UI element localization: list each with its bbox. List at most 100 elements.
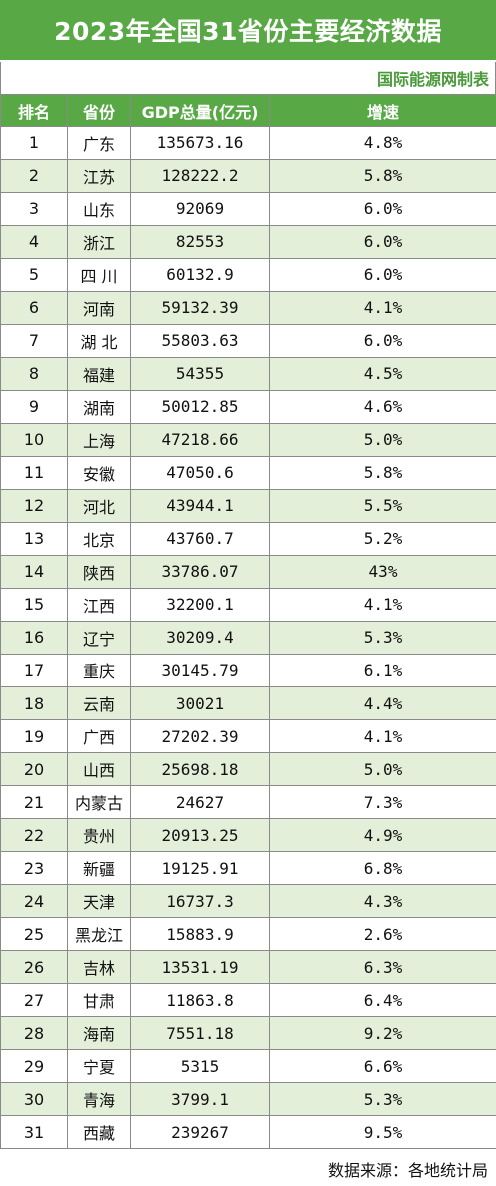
cell-rank: 24 (0, 884, 68, 919)
cell-gdp: 43760.7 (130, 521, 270, 556)
cell-growth: 4.1% (269, 290, 496, 325)
table-header: 排名 省份 GDP总量(亿元) 增速 (0, 94, 496, 127)
cell-province: 重庆 (67, 653, 131, 688)
table-credit-label: 国际能源网制表 (376, 70, 489, 89)
data-source-note: 数据来源：各地统计局 (0, 1149, 496, 1186)
table-row: 6 河南 59132.39 4.1% (0, 290, 496, 325)
cell-growth: 6.8% (269, 851, 496, 886)
cell-province: 江苏 (67, 158, 131, 193)
cell-growth: 5.0% (269, 752, 496, 787)
cell-gdp: 32200.1 (130, 587, 270, 622)
cell-province: 西藏 (67, 1115, 131, 1150)
cell-province: 广东 (67, 126, 131, 160)
cell-gdp: 27202.39 (130, 719, 270, 754)
cell-rank: 7 (0, 323, 68, 358)
cell-rank: 1 (0, 126, 68, 160)
cell-rank: 3 (0, 191, 68, 226)
cell-gdp: 55803.63 (130, 323, 270, 358)
cell-rank: 8 (0, 356, 68, 391)
cell-growth: 6.4% (269, 983, 496, 1018)
cell-province: 云南 (67, 686, 131, 721)
table-row: 30 青海 3799.1 5.3% (0, 1082, 496, 1117)
table-body: 1 广东 135673.16 4.8% 2 江苏 128222.2 5.8% 3 山东 92069 6… (0, 126, 496, 1150)
table-row: 16 辽宁 30209.4 5.3% (0, 620, 496, 655)
table-row: 15 江西 32200.1 4.1% (0, 587, 496, 622)
cell-growth: 4.8% (269, 126, 496, 160)
cell-gdp: 16737.3 (130, 884, 270, 919)
gdp-table: 排名 省份 GDP总量(亿元) 增速 1 广东 135673.16 4.8% 2 江苏 12… (0, 94, 496, 1150)
cell-province: 山西 (67, 752, 131, 787)
table-row: 10 上海 47218.66 5.0% (0, 422, 496, 457)
cell-gdp: 60132.9 (130, 257, 270, 292)
cell-province: 陕西 (67, 554, 131, 589)
cell-rank: 19 (0, 719, 68, 754)
cell-growth: 6.1% (269, 653, 496, 688)
cell-growth: 5.8% (269, 158, 496, 193)
cell-gdp: 135673.16 (130, 126, 270, 160)
cell-province: 安徽 (67, 455, 131, 490)
cell-gdp: 30145.79 (130, 653, 270, 688)
cell-gdp: 19125.91 (130, 851, 270, 886)
cell-growth: 6.0% (269, 191, 496, 226)
cell-gdp: 239267 (130, 1115, 270, 1150)
cell-gdp: 13531.19 (130, 950, 270, 985)
table-row: 26 吉林 13531.19 6.3% (0, 950, 496, 985)
cell-growth: 4.9% (269, 818, 496, 853)
cell-growth: 6.3% (269, 950, 496, 985)
cell-growth: 9.5% (269, 1115, 496, 1150)
cell-gdp: 54355 (130, 356, 270, 391)
cell-gdp: 47050.6 (130, 455, 270, 490)
table-row: 29 宁夏 5315 6.6% (0, 1049, 496, 1084)
table-row: 1 广东 135673.16 4.8% (0, 126, 496, 160)
cell-province: 新疆 (67, 851, 131, 886)
table-row: 24 天津 16737.3 4.3% (0, 884, 496, 919)
table-row: 22 贵州 20913.25 4.9% (0, 818, 496, 853)
cell-province: 内蒙古 (67, 785, 131, 820)
cell-province: 河北 (67, 488, 131, 523)
table-credit: 国际能源网制表 (0, 62, 496, 94)
cell-rank: 2 (0, 158, 68, 193)
cell-gdp: 30021 (130, 686, 270, 721)
cell-province: 宁夏 (67, 1049, 131, 1084)
cell-gdp: 7551.18 (130, 1016, 270, 1051)
cell-growth: 5.8% (269, 455, 496, 490)
cell-gdp: 47218.66 (130, 422, 270, 457)
header-row: 排名 省份 GDP总量(亿元) 增速 (0, 94, 496, 127)
cell-province: 北京 (67, 521, 131, 556)
header-gdp: GDP总量(亿元) (130, 94, 270, 127)
cell-growth: 6.6% (269, 1049, 496, 1084)
cell-gdp: 33786.07 (130, 554, 270, 589)
cell-gdp: 59132.39 (130, 290, 270, 325)
cell-gdp: 25698.18 (130, 752, 270, 787)
cell-rank: 25 (0, 917, 68, 952)
cell-province: 湖南 (67, 389, 131, 424)
cell-growth: 5.0% (269, 422, 496, 457)
cell-rank: 17 (0, 653, 68, 688)
table-row: 27 甘肃 11863.8 6.4% (0, 983, 496, 1018)
cell-growth: 4.3% (269, 884, 496, 919)
table-row: 31 西藏 239267 9.5% (0, 1115, 496, 1150)
cell-growth: 5.5% (269, 488, 496, 523)
table-row: 12 河北 43944.1 5.5% (0, 488, 496, 523)
cell-province: 江西 (67, 587, 131, 622)
cell-rank: 18 (0, 686, 68, 721)
cell-growth: 4.1% (269, 719, 496, 754)
cell-rank: 22 (0, 818, 68, 853)
data-source-label: 数据来源：各地统计局 (327, 1161, 488, 1181)
header-growth: 增速 (269, 94, 496, 127)
cell-rank: 12 (0, 488, 68, 523)
cell-gdp: 5315 (130, 1049, 270, 1084)
cell-province: 福建 (67, 356, 131, 391)
cell-gdp: 43944.1 (130, 488, 270, 523)
cell-rank: 31 (0, 1115, 68, 1150)
cell-growth: 6.0% (269, 323, 496, 358)
cell-rank: 23 (0, 851, 68, 886)
cell-province: 浙江 (67, 224, 131, 259)
table-row: 20 山西 25698.18 5.0% (0, 752, 496, 787)
cell-province: 四 川 (67, 257, 131, 292)
table-row: 23 新疆 19125.91 6.8% (0, 851, 496, 886)
cell-rank: 30 (0, 1082, 68, 1117)
cell-rank: 29 (0, 1049, 68, 1084)
